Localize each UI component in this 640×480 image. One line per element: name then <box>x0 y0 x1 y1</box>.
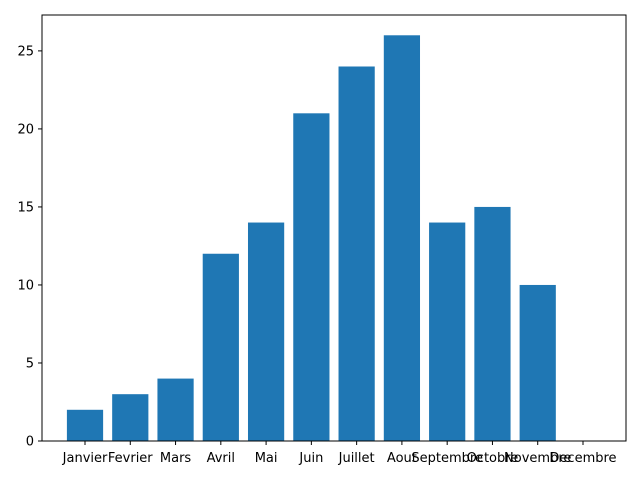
x-tick-label: Janvier <box>62 451 108 466</box>
x-tick-label: Mai <box>255 451 278 466</box>
plot-frame <box>41 14 627 442</box>
x-tick-label: Aout <box>387 451 417 466</box>
y-tick-label: 5 <box>26 356 34 371</box>
x-tick-label: Octobre <box>467 451 519 466</box>
x-axis-ticks: Janvier Fevrier Mars Avril Mai Juin Juillet Aou… <box>62 441 617 466</box>
x-tick-label: Juin <box>298 451 323 466</box>
y-tick-label: 25 <box>17 44 34 59</box>
x-tick-label: Novembre <box>504 451 571 466</box>
x-tick-label: Septembre <box>411 451 483 466</box>
y-axis-ticks: 0 5 10 15 20 25 <box>17 44 42 450</box>
bar-mai <box>247 222 285 441</box>
y-tick-label: 10 <box>17 278 34 293</box>
bar-aout <box>383 35 421 442</box>
bar-novembre <box>519 284 556 441</box>
bar-fevrier <box>112 394 149 441</box>
bars-group <box>66 35 556 442</box>
bar-avril <box>202 253 239 441</box>
x-tick-label: Decembre <box>549 451 616 466</box>
y-tick-label: 0 <box>26 435 34 450</box>
y-tick-label: 20 <box>17 122 34 137</box>
bar-juin <box>293 113 330 442</box>
y-tick-label: 15 <box>17 200 34 215</box>
x-tick-label: Juillet <box>338 451 375 466</box>
bar-octobre <box>474 206 511 441</box>
x-tick-label: Fevrier <box>108 451 153 466</box>
bar-juillet <box>338 66 375 441</box>
x-tick-label: Mars <box>160 451 192 466</box>
bar-janvier <box>66 409 104 441</box>
x-tick-label: Avril <box>207 451 235 466</box>
bar-mars <box>157 378 194 441</box>
bar-septembre <box>429 222 466 441</box>
